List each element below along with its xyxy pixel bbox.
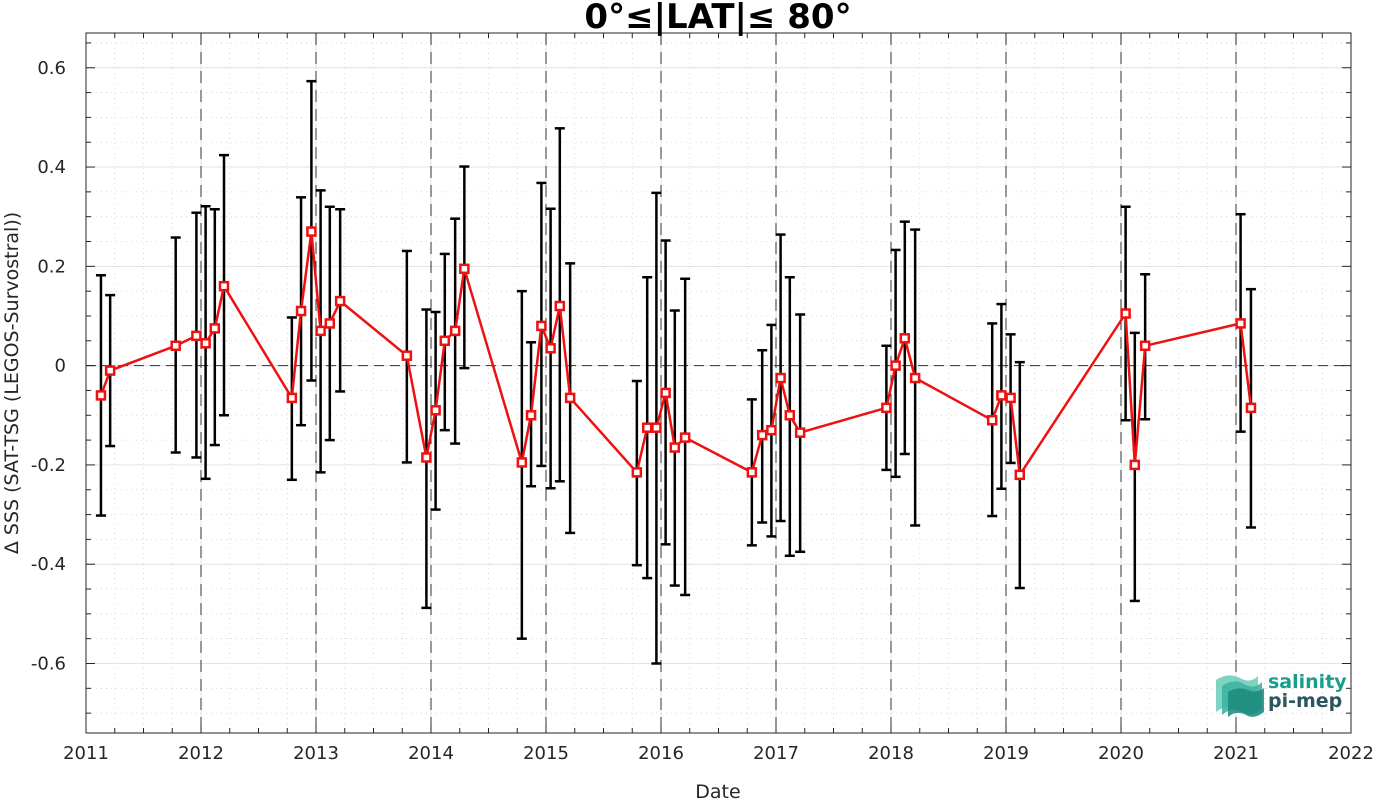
y-tick-label: -0.2 xyxy=(31,455,66,476)
data-point-marker xyxy=(1014,469,1026,481)
y-tick-label: 0.2 xyxy=(37,256,66,277)
logo-text-pi-mep: pi-mep xyxy=(1268,690,1342,712)
data-point-marker xyxy=(1129,459,1141,471)
x-tick-label: 2018 xyxy=(868,743,914,764)
data-point-marker xyxy=(430,405,441,416)
data-point-marker xyxy=(104,365,116,376)
data-point-marker xyxy=(545,342,556,354)
data-point-marker xyxy=(401,350,413,361)
data-point-marker xyxy=(209,323,221,334)
data-point-marker xyxy=(295,305,307,317)
data-point-marker xyxy=(516,457,528,468)
y-tick-label: -0.4 xyxy=(31,554,66,575)
x-axis-label: Date xyxy=(695,781,740,801)
data-point-marker xyxy=(881,402,892,414)
x-tick-label: 2014 xyxy=(408,743,454,764)
data-point-marker xyxy=(660,387,671,399)
x-tick-label: 2020 xyxy=(1098,743,1144,764)
data-point-marker xyxy=(536,320,547,332)
y-tick-labels: -0.6 -0.4 -0.2 0 0.2 0.4 0.6 xyxy=(31,58,66,675)
chart-title: 0°≤|LAT|≤ 80° xyxy=(584,0,851,37)
x-tick-label: 2021 xyxy=(1213,743,1259,764)
data-point-marker xyxy=(306,226,317,237)
x-tick-label: 2019 xyxy=(983,743,1029,764)
x-tick-label: 2016 xyxy=(638,743,684,764)
x-tick-label: 2022 xyxy=(1328,743,1374,764)
data-point-marker xyxy=(315,325,326,337)
data-point-marker xyxy=(899,333,911,344)
data-point-marker xyxy=(218,280,230,292)
data-point-marker xyxy=(439,335,451,347)
data-point-marker xyxy=(669,442,681,453)
x-tick-label: 2013 xyxy=(293,743,339,764)
data-point-marker xyxy=(170,340,181,352)
axis-ticks xyxy=(85,33,1352,733)
y-tick-label: 0.4 xyxy=(37,157,66,178)
y-tick-label: 0 xyxy=(55,356,66,377)
data-point-marker xyxy=(1139,340,1151,352)
data-point-marker xyxy=(286,392,298,404)
data-point-marker xyxy=(191,330,202,342)
data-point-marker xyxy=(200,338,211,349)
data-point-marker xyxy=(1245,402,1257,414)
data-point-marker xyxy=(746,467,758,478)
x-tick-labels: 2011 2012 2013 2014 2015 2016 2017 2018 2019 2020… xyxy=(63,743,1374,764)
logo-text-salinity: salinity xyxy=(1268,671,1347,693)
y-tick-label: -0.6 xyxy=(31,653,66,674)
data-point-marker xyxy=(784,410,796,421)
data-point-marker xyxy=(679,432,691,443)
data-point-marker xyxy=(459,263,470,275)
x-tick-label: 2011 xyxy=(63,743,109,764)
series-markers xyxy=(95,226,1257,481)
data-point-marker xyxy=(95,390,107,401)
data-point-marker xyxy=(775,372,786,384)
data-point-marker xyxy=(794,427,806,438)
x-tick-label: 2017 xyxy=(753,743,799,764)
year-dashed-lines xyxy=(200,33,1237,733)
series-line xyxy=(99,230,1253,477)
data-point-marker xyxy=(1120,308,1131,319)
data-point-marker xyxy=(756,429,768,441)
data-point-marker xyxy=(890,360,901,371)
data-point-marker xyxy=(554,300,566,312)
data-point-marker xyxy=(996,390,1007,401)
data-point-marker xyxy=(449,325,461,337)
wave-icon xyxy=(1216,675,1264,717)
data-point-marker xyxy=(1235,318,1246,329)
y-tick-label: 0.6 xyxy=(37,58,66,79)
salinity-pi-mep-logo: salinity pi-mep xyxy=(1216,671,1347,717)
y-axis-label: Δ SSS (SAT-TSG (LEGOS-Survostral)) xyxy=(1,212,23,554)
data-point-marker xyxy=(651,422,662,433)
x-tick-label: 2015 xyxy=(523,743,569,764)
x-tick-label: 2012 xyxy=(178,743,224,764)
data-point-marker xyxy=(986,414,998,426)
plot-frame xyxy=(85,32,1352,734)
data-point-marker xyxy=(564,392,576,404)
data-point-marker xyxy=(909,372,921,384)
data-point-marker xyxy=(334,295,346,307)
data-point-marker xyxy=(421,452,432,463)
data-point-marker xyxy=(1005,392,1016,404)
data-point-marker xyxy=(631,467,643,478)
data-point-marker xyxy=(766,424,777,436)
data-point-marker xyxy=(641,422,653,433)
data-point-marker xyxy=(525,410,537,421)
data-point-marker xyxy=(324,318,336,329)
